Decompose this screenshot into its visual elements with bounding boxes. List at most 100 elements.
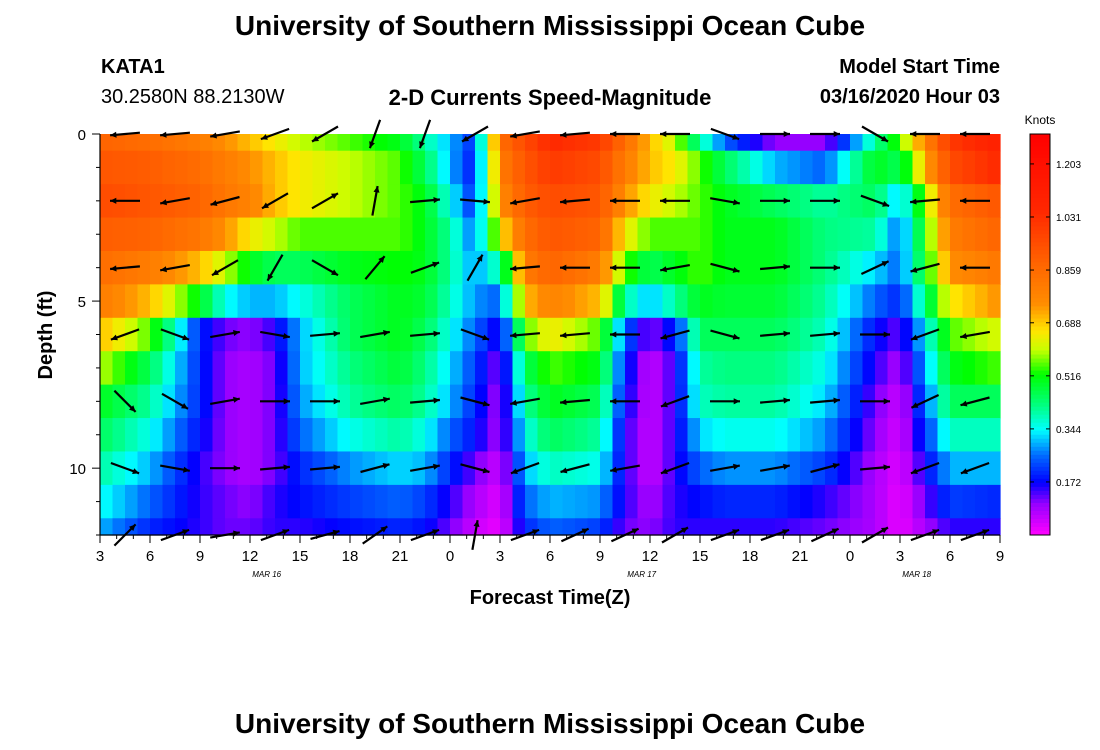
current-arrow bbox=[210, 396, 240, 405]
heat-cell bbox=[800, 184, 814, 219]
colorbar-swatch bbox=[1030, 378, 1050, 384]
colorbar-swatch bbox=[1030, 358, 1050, 364]
colorbar-swatch bbox=[1030, 494, 1050, 500]
heat-cell bbox=[712, 484, 726, 519]
heat-cell bbox=[375, 484, 389, 519]
heat-cell bbox=[800, 134, 814, 152]
heat-cell bbox=[600, 184, 614, 219]
colorbar-swatch bbox=[1030, 178, 1050, 183]
heat-cell bbox=[137, 150, 151, 185]
heat-cell bbox=[862, 217, 876, 252]
heat-cell bbox=[987, 384, 1001, 419]
heat-cell bbox=[725, 250, 739, 285]
heat-cell bbox=[500, 217, 514, 252]
heat-cell bbox=[712, 217, 726, 252]
heat-cell bbox=[600, 134, 614, 152]
arrow-head bbox=[560, 467, 568, 474]
arrow-head bbox=[883, 331, 890, 338]
colorbar-swatch bbox=[1030, 326, 1050, 331]
heat-cell bbox=[837, 484, 851, 519]
heat-cell bbox=[825, 484, 839, 519]
heat-cell bbox=[762, 484, 776, 519]
heat-cell bbox=[387, 317, 401, 352]
heat-cell bbox=[787, 284, 801, 319]
heat-cell bbox=[487, 134, 501, 152]
heat-cell bbox=[912, 418, 926, 453]
heat-cell bbox=[287, 317, 301, 352]
heat-cell bbox=[462, 484, 476, 519]
heat-cell bbox=[250, 217, 264, 252]
heat-cell bbox=[200, 317, 214, 352]
heat-cell bbox=[537, 451, 551, 486]
heat-cell bbox=[337, 217, 351, 252]
arrow-head bbox=[382, 463, 390, 469]
heat-cell bbox=[875, 418, 889, 453]
heat-cell bbox=[700, 317, 714, 352]
arrow-head bbox=[560, 399, 567, 406]
arrow-head bbox=[532, 529, 540, 535]
heat-cell bbox=[687, 250, 701, 285]
arrow-head bbox=[210, 132, 217, 139]
heat-cell bbox=[912, 518, 926, 536]
heat-cell bbox=[587, 518, 601, 536]
current-arrow bbox=[810, 463, 840, 474]
heat-cell bbox=[687, 184, 701, 219]
heat-cell bbox=[800, 317, 814, 352]
heat-cell bbox=[512, 451, 526, 486]
heat-cell bbox=[987, 418, 1001, 453]
arrow-head bbox=[660, 468, 668, 474]
heat-cell bbox=[887, 418, 901, 453]
heat-cell bbox=[950, 351, 964, 386]
heat-cell bbox=[537, 217, 551, 252]
colorbar-tick-label: 0.688 bbox=[1056, 319, 1081, 330]
heat-cell bbox=[325, 250, 339, 285]
heat-cell bbox=[237, 184, 251, 219]
current-arrow bbox=[311, 259, 339, 277]
heat-cell bbox=[175, 284, 189, 319]
current-arrow bbox=[710, 463, 740, 472]
heat-cell bbox=[925, 317, 939, 352]
heat-cell bbox=[937, 284, 951, 319]
heat-cell bbox=[550, 150, 564, 185]
heat-cell bbox=[312, 418, 326, 453]
heat-cell bbox=[300, 418, 314, 453]
heat-cell bbox=[925, 134, 939, 152]
heat-cell bbox=[162, 351, 176, 386]
heat-cell bbox=[475, 484, 489, 519]
heat-cell bbox=[625, 217, 639, 252]
heat-cell bbox=[212, 134, 226, 152]
heat-cell bbox=[762, 284, 776, 319]
current-arrow bbox=[960, 461, 990, 475]
arrow-head bbox=[510, 332, 517, 339]
heat-cell bbox=[400, 351, 414, 386]
heat-cell bbox=[825, 418, 839, 453]
x-tick-label: 6 bbox=[946, 548, 954, 565]
heat-cell bbox=[875, 250, 889, 285]
current-arrow bbox=[360, 463, 390, 474]
heat-cell bbox=[462, 384, 476, 419]
heat-cell bbox=[362, 484, 376, 519]
arrow-head bbox=[733, 398, 740, 405]
colorbar-swatch bbox=[1030, 430, 1050, 436]
colorbar-swatch bbox=[1030, 266, 1050, 271]
x-tick-label: 9 bbox=[196, 548, 204, 565]
colorbar-swatch bbox=[1030, 202, 1050, 207]
current-arrow bbox=[266, 254, 284, 282]
heat-cell bbox=[475, 418, 489, 453]
heat-cell bbox=[175, 184, 189, 219]
heat-cell bbox=[937, 134, 951, 152]
heat-cell bbox=[437, 250, 451, 285]
colorbar-swatch bbox=[1030, 170, 1050, 175]
heat-cell bbox=[250, 451, 264, 486]
current-arrow bbox=[660, 197, 690, 204]
heat-cell bbox=[787, 317, 801, 352]
colorbar-swatch bbox=[1030, 434, 1050, 440]
heat-cell bbox=[250, 317, 264, 352]
heat-cell bbox=[525, 384, 539, 419]
arrow-head bbox=[182, 529, 190, 535]
heat-cell bbox=[375, 217, 389, 252]
x-tick-label: 12 bbox=[242, 548, 259, 565]
heat-cell bbox=[362, 217, 376, 252]
heat-cell bbox=[487, 451, 501, 486]
heat-cell bbox=[237, 317, 251, 352]
